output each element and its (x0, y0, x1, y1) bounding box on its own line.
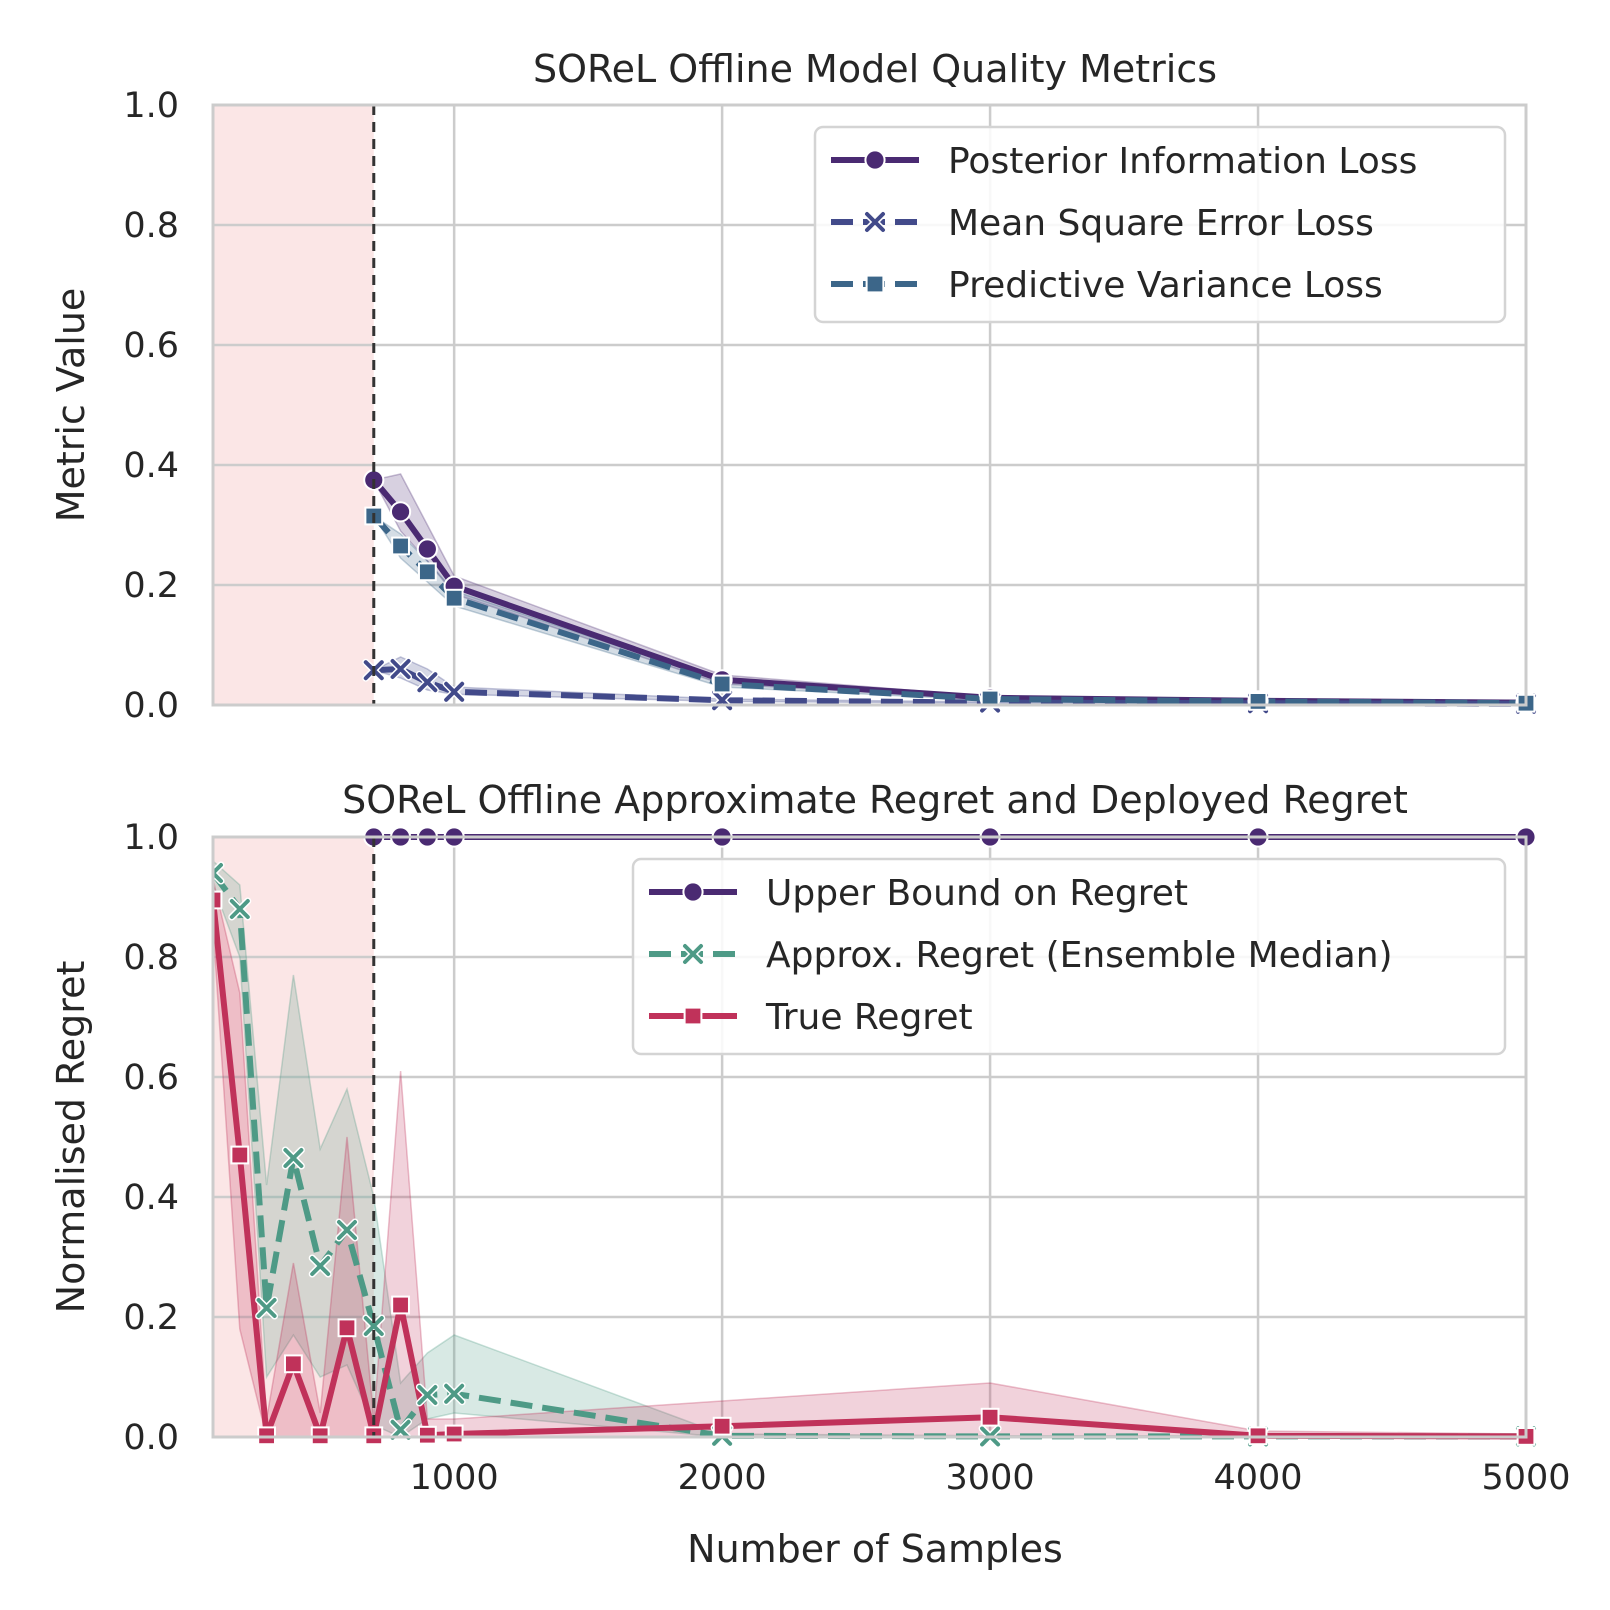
y-tick-label: 0.2 (123, 566, 179, 606)
x-tick-label: 3000 (946, 1458, 1035, 1498)
data-point (363, 1316, 384, 1336)
x-axis-label: Number of Samples (687, 1527, 1063, 1571)
legend-label: Predictive Variance Loss (948, 265, 1383, 306)
data-point (283, 1354, 303, 1374)
data-point (980, 689, 1000, 709)
data-point (417, 562, 437, 582)
x-tick-label: 2000 (678, 1458, 767, 1498)
data-point (1248, 692, 1268, 711)
data-point (230, 1145, 250, 1165)
data-point (980, 1407, 1000, 1427)
legend-box (631, 857, 1507, 1056)
legend: Posterior Information Loss Mean Square Er… (813, 125, 1507, 324)
y-tick-label: 0.8 (123, 938, 179, 978)
x-tick-label: 1000 (410, 1458, 499, 1498)
data-point (417, 672, 438, 693)
legend-label: Mean Square Error Loss (948, 203, 1374, 244)
data-point (865, 212, 885, 232)
quality-metrics-chart: SOReL Offline Model Quality Metrics Metr… (49, 47, 1538, 726)
data-point (336, 1220, 357, 1240)
y-tick-label: 0.0 (123, 1418, 179, 1458)
y-tick-label: 0.0 (123, 686, 179, 726)
data-point (683, 1006, 703, 1026)
y-tick-label: 1.0 (123, 86, 179, 126)
y-tick-label: 0.4 (123, 1178, 179, 1218)
data-point (390, 659, 411, 679)
data-point (310, 1256, 331, 1276)
data-point (283, 1148, 304, 1168)
series-line (373, 666, 1527, 707)
chart-title: SOReL Offline Approximate Regret and Dep… (342, 778, 1408, 822)
chart-title: SOReL Offline Model Quality Metrics (533, 47, 1217, 91)
y-tick-label: 0.6 (123, 1058, 179, 1098)
y-axis-label: Metric Value (49, 288, 93, 523)
legend-label: Approx. Regret (Ensemble Median) (766, 935, 1393, 976)
data-point (391, 1295, 410, 1315)
x-tick-label: 4000 (1214, 1458, 1303, 1498)
legend-label: Posterior Information Loss (948, 141, 1417, 182)
data-point (390, 1419, 411, 1440)
data-point (444, 1383, 465, 1404)
data-point (865, 274, 885, 294)
data-point (712, 1416, 732, 1436)
plot-frame (211, 103, 1528, 707)
data-point (444, 681, 465, 702)
data-point (337, 1318, 357, 1338)
y-axis-label: Normalised Regret (49, 961, 93, 1314)
data-point (682, 881, 704, 903)
legend: Upper Bound on Regret Approx. Regret (Ens… (631, 857, 1507, 1056)
data-point (712, 674, 732, 694)
data-point (389, 501, 412, 523)
y-tick-label: 0.6 (123, 326, 179, 366)
shaded-region (213, 105, 374, 705)
y-tick-label: 0.8 (123, 206, 179, 246)
data-point (444, 588, 464, 608)
x-tick-label: 5000 (1481, 1458, 1570, 1498)
y-tick-label: 0.4 (123, 446, 179, 486)
data-point (213, 863, 223, 883)
data-point (416, 538, 438, 560)
data-point (417, 1425, 437, 1445)
data-point (444, 1424, 464, 1444)
regret-chart: SOReL Offline Approximate Regret and Dep… (49, 778, 1571, 1571)
data-point (229, 899, 250, 919)
series-line (213, 899, 1527, 1440)
plot-frame (211, 835, 1528, 1439)
data-point (417, 1385, 438, 1405)
data-point (256, 1298, 277, 1318)
y-tick-label: 0.2 (123, 1298, 179, 1338)
data-point (391, 536, 410, 556)
data-point (864, 149, 886, 171)
legend-box (813, 125, 1507, 324)
legend-label: Upper Bound on Regret (766, 873, 1188, 914)
legend-label: True Regret (765, 997, 973, 1038)
data-point (683, 944, 703, 964)
y-tick-label: 1.0 (123, 818, 179, 858)
